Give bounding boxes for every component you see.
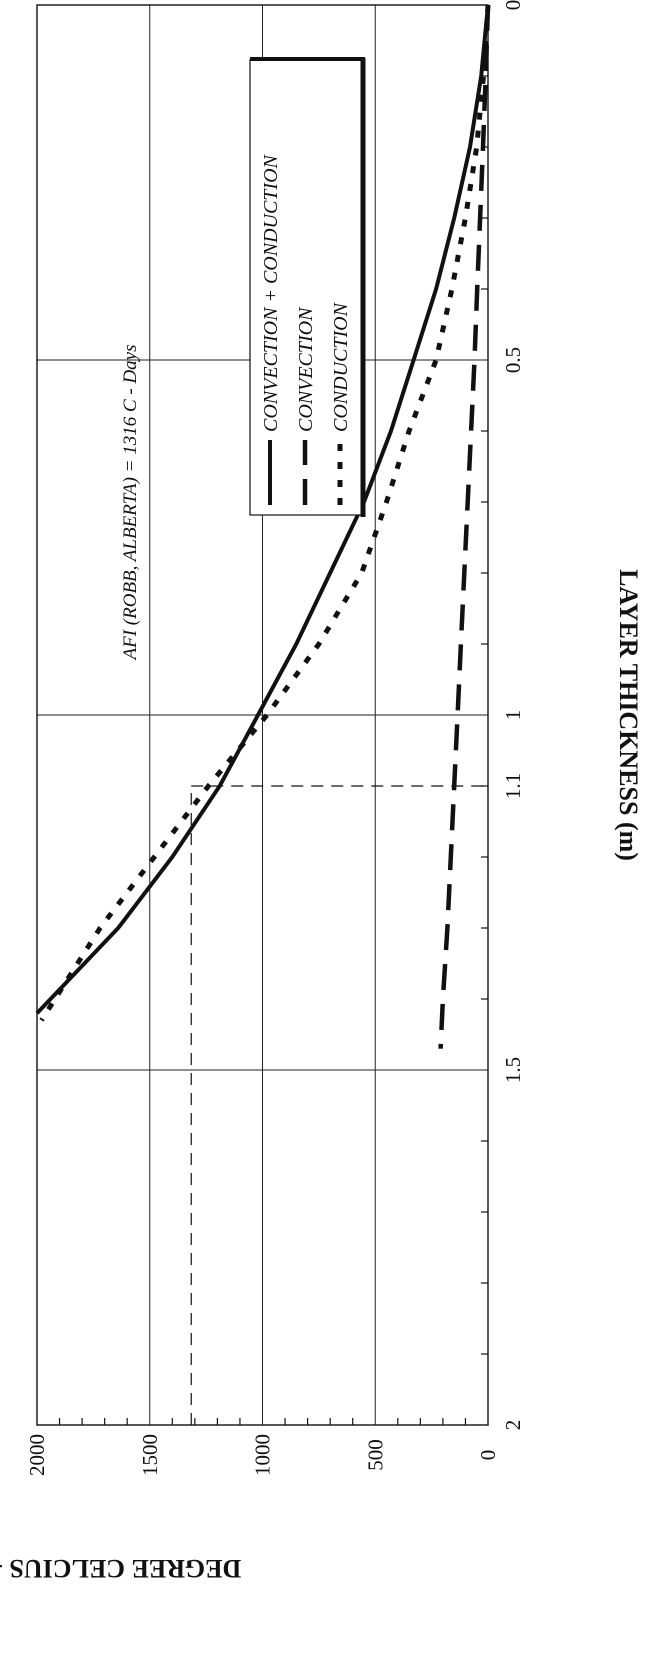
legend-label: CONVECTION + CONDUCTION <box>260 153 282 432</box>
plot-frame <box>36 4 489 1426</box>
x-tick-label: 1.5 <box>501 1057 525 1083</box>
x-tick-label: 2 <box>501 1420 525 1431</box>
tick-labels: 0 0.5 1 1.1 1.5 2 0 500 1000 1500 2000 <box>25 0 525 1476</box>
tick-marks <box>58 75 488 1425</box>
y-axis-label: DEGREE CELCIUS - DAYS ( C-Days) <box>0 1554 241 1583</box>
series-convection-line <box>438 4 491 1049</box>
reference-lines: AFI (ROBB, ALBERTA) = 1316 C - Days <box>120 344 488 1425</box>
legend-label: CONDUCTION <box>330 301 352 432</box>
x-tick-label: 1.1 <box>501 773 525 799</box>
x-tick-label: 0 <box>501 0 525 10</box>
y-tick-label: 0 <box>476 1450 500 1461</box>
legend: CONVECTION + CONDUCTION CONVECTION CONDUCT… <box>249 57 366 517</box>
y-tick-label: 500 <box>363 1439 387 1471</box>
afi-annotation: AFI (ROBB, ALBERTA) = 1316 C - Days <box>120 344 141 661</box>
series-conduction-line <box>39 4 491 1022</box>
legend-box <box>249 59 364 516</box>
legend-label: CONVECTION <box>295 306 317 432</box>
x-tick-label: 0.5 <box>501 347 525 373</box>
y-tick-label: 1500 <box>138 1434 162 1476</box>
y-tick-label: 2000 <box>25 1434 49 1476</box>
x-axis-label: LAYER THICKNESS (m) <box>614 569 643 861</box>
y-tick-label: 1000 <box>251 1434 275 1476</box>
x-tick-label: 1 <box>501 710 525 721</box>
